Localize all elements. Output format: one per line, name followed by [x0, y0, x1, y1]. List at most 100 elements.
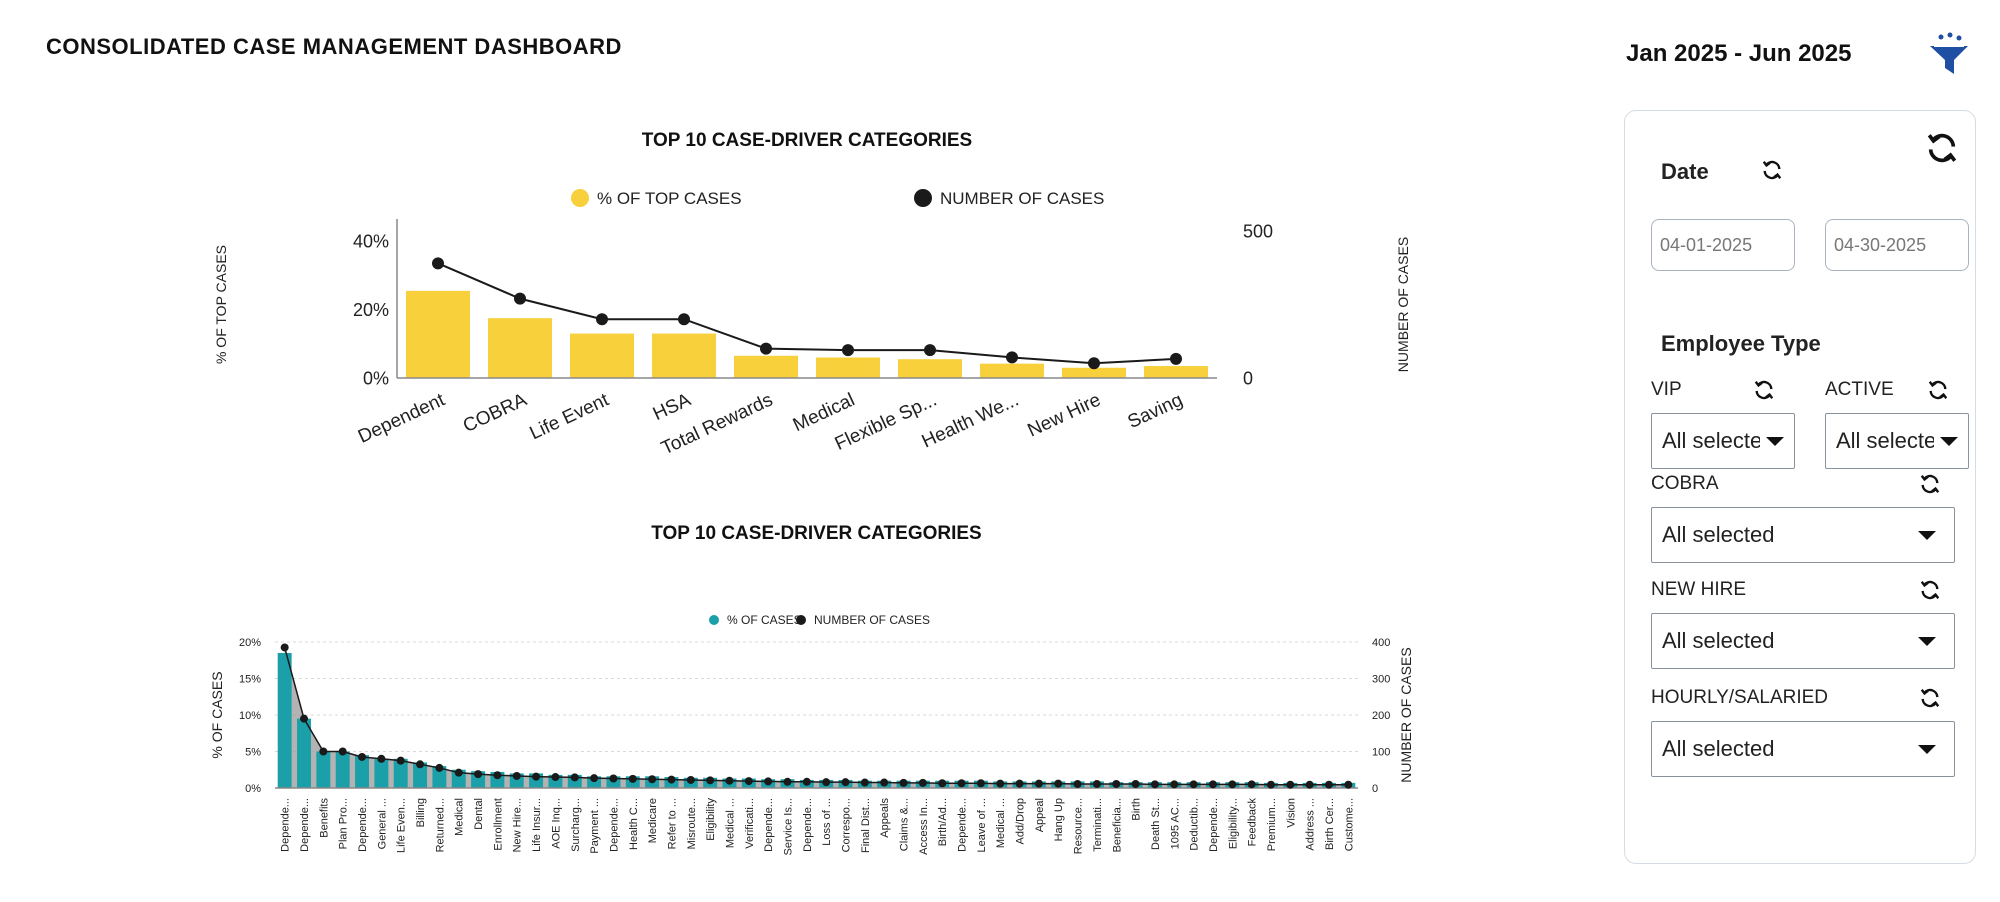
line-point — [1170, 780, 1179, 789]
x-tick-label: Depende... — [280, 798, 292, 852]
y2-tick-label: 100 — [1372, 746, 1390, 758]
refresh-icon[interactable] — [1761, 159, 1783, 181]
line-point — [596, 313, 608, 326]
bar — [393, 758, 408, 788]
cobra-select-value: All selected — [1662, 522, 1775, 547]
bar — [1062, 367, 1126, 378]
new-hire-select-value: All selected — [1662, 628, 1775, 653]
x-tick-label: New Hire — [1024, 389, 1104, 441]
cobra-filter-label: COBRA — [1651, 473, 1719, 494]
x-tick-label: Medical ... — [995, 798, 1007, 848]
refresh-icon[interactable] — [1753, 379, 1775, 401]
end-date-input[interactable] — [1825, 219, 1969, 271]
line-point — [628, 774, 637, 783]
cobra-select[interactable]: All selected — [1651, 507, 1955, 563]
bar — [374, 758, 389, 788]
x-tick-label: Appeals — [879, 798, 891, 838]
x-tick-label: Birth/Ad... — [937, 798, 949, 846]
x-tick-label: Payment ... — [589, 798, 601, 854]
vip-select[interactable]: All selected — [1651, 413, 1795, 469]
new-hire-select[interactable]: All selected — [1651, 613, 1955, 669]
refresh-icon[interactable] — [1919, 687, 1941, 709]
x-tick-label: Billing — [415, 798, 427, 827]
refresh-icon[interactable] — [1925, 131, 1959, 165]
legend-marker-pct — [571, 189, 589, 207]
line-point — [744, 777, 753, 786]
bar — [570, 333, 634, 378]
line-point — [1054, 779, 1063, 788]
line-point — [454, 768, 463, 777]
active-select-value: All selected — [1836, 428, 1934, 453]
x-tick-label: Medicare — [647, 798, 659, 843]
line-point — [319, 747, 328, 756]
line-point — [1266, 780, 1275, 789]
legend-label: NUMBER OF CASES — [814, 613, 930, 627]
line-point — [300, 714, 309, 723]
x-tick-label: Eligibility — [705, 798, 717, 841]
refresh-icon[interactable] — [1927, 379, 1949, 401]
y-tick-label: 20% — [353, 300, 389, 320]
bar — [297, 718, 311, 788]
line-point — [514, 292, 526, 305]
x-tick-label: Refer to ... — [666, 798, 678, 849]
line-point — [899, 778, 908, 787]
date-range-label: Jan 2025 - Jun 2025 — [1626, 40, 1852, 67]
refresh-icon[interactable] — [1919, 579, 1941, 601]
filter-panel: Date Employee Type VIP All selected ACTI… — [1624, 110, 1976, 864]
bar — [734, 355, 798, 378]
line-point — [918, 778, 927, 787]
x-tick-label: Surcharg... — [570, 798, 582, 852]
active-select[interactable]: All selected — [1825, 413, 1969, 469]
hourly-salaried-select-value: All selected — [1662, 736, 1775, 761]
line-point — [432, 257, 444, 270]
line-point — [396, 756, 405, 765]
start-date-input[interactable] — [1651, 219, 1795, 271]
legend-label: % OF CASES — [727, 613, 802, 627]
x-tick-label: Address ... — [1305, 798, 1317, 851]
date-filter-label: Date — [1661, 159, 1709, 184]
x-tick-label: Correspo... — [841, 798, 853, 852]
line-point — [1015, 779, 1024, 788]
line-point — [996, 779, 1005, 788]
line-point — [938, 779, 947, 788]
line-point — [1170, 352, 1182, 365]
refresh-icon[interactable] — [1919, 473, 1941, 495]
x-tick-label: Depende... — [299, 798, 311, 852]
x-tick-label: 1095 AC... — [1169, 798, 1181, 849]
line-point — [1034, 779, 1043, 788]
y-tick-label: 40% — [353, 232, 389, 252]
line-point — [532, 772, 541, 781]
line-point — [802, 777, 811, 786]
bar — [587, 776, 602, 788]
x-tick-label: Death St... — [1150, 798, 1162, 850]
y2-axis-title: NUMBER OF CASES — [1395, 237, 1411, 372]
x-tick-label: COBRA — [460, 389, 530, 437]
line-point — [841, 778, 850, 787]
x-tick-label: Birth Cer... — [1324, 798, 1336, 850]
line-point — [1228, 780, 1237, 789]
line-point — [860, 778, 869, 787]
line-point — [1344, 780, 1353, 789]
new-hire-filter-label: NEW HIRE — [1651, 579, 1746, 600]
x-tick-label: Returned... — [434, 798, 446, 852]
line-point — [1112, 779, 1121, 788]
x-tick-label: Medical ... — [724, 798, 736, 848]
legend-marker-count — [796, 615, 806, 625]
line-point — [648, 775, 657, 784]
chevron-down-icon — [1766, 436, 1784, 446]
y2-axis-title: NUMBER OF CASES — [1398, 647, 1414, 782]
chevron-down-icon — [1918, 744, 1936, 754]
line-point — [338, 747, 347, 756]
bar — [277, 652, 292, 788]
line-point — [822, 778, 831, 787]
filter-funnel-icon[interactable] — [1926, 32, 1972, 78]
x-tick-label: Vision — [1285, 798, 1297, 828]
x-tick-label: Medical — [454, 798, 466, 836]
x-tick-label: Misroute... — [686, 798, 698, 849]
x-tick-label: Premium... — [1266, 798, 1278, 851]
line-point — [760, 342, 772, 355]
y-axis-title: % OF CASES — [209, 671, 225, 758]
line-point — [1208, 780, 1217, 789]
hourly-salaried-select[interactable]: All selected — [1651, 721, 1955, 777]
x-tick-label: Feedback — [1247, 798, 1259, 847]
